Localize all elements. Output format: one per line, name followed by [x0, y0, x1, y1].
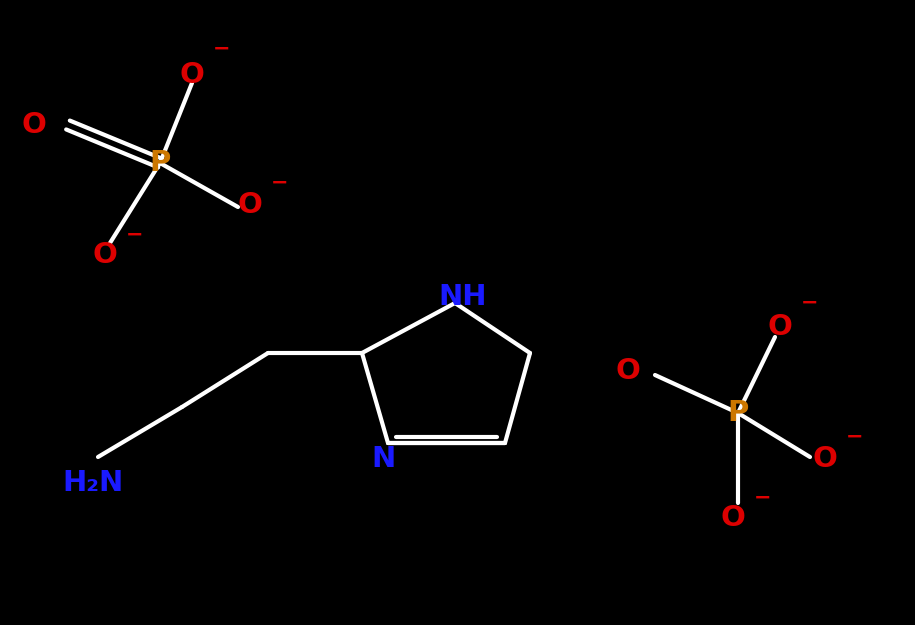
Text: O: O — [238, 191, 263, 219]
Text: −: − — [754, 488, 771, 508]
Text: P: P — [149, 149, 171, 177]
Text: O: O — [179, 61, 204, 89]
Text: O: O — [768, 313, 792, 341]
Text: P: P — [727, 399, 748, 427]
Text: −: − — [126, 225, 144, 245]
Text: O: O — [813, 445, 837, 473]
Text: −: − — [271, 173, 289, 193]
Text: H₂N: H₂N — [62, 469, 124, 497]
Text: −: − — [802, 293, 819, 313]
Text: O: O — [615, 357, 640, 385]
Text: −: − — [213, 39, 231, 59]
Text: N: N — [371, 445, 395, 473]
Text: O: O — [21, 111, 46, 139]
Text: NH: NH — [439, 283, 488, 311]
Text: O: O — [92, 241, 117, 269]
Text: O: O — [721, 504, 746, 532]
Text: −: − — [846, 427, 864, 447]
